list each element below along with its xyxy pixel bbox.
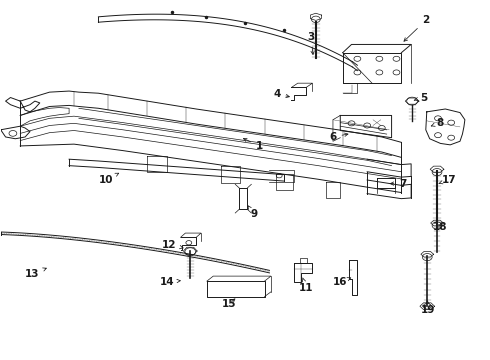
Text: 18: 18 <box>433 222 448 232</box>
Text: 16: 16 <box>333 277 351 287</box>
Text: 11: 11 <box>299 278 313 293</box>
Text: 10: 10 <box>98 173 119 185</box>
Text: 1: 1 <box>244 138 263 151</box>
Text: 7: 7 <box>391 179 407 189</box>
Text: 15: 15 <box>222 299 237 309</box>
Text: 8: 8 <box>431 118 444 128</box>
Text: 13: 13 <box>25 268 47 279</box>
Text: 5: 5 <box>414 93 427 103</box>
Text: 19: 19 <box>421 301 436 315</box>
Text: 17: 17 <box>439 175 457 185</box>
Text: 12: 12 <box>162 239 183 249</box>
Text: 4: 4 <box>273 89 289 99</box>
Text: 9: 9 <box>248 206 257 219</box>
Text: 3: 3 <box>307 32 315 54</box>
Text: 6: 6 <box>329 132 348 142</box>
Text: 2: 2 <box>404 15 429 41</box>
Text: 14: 14 <box>160 277 180 287</box>
